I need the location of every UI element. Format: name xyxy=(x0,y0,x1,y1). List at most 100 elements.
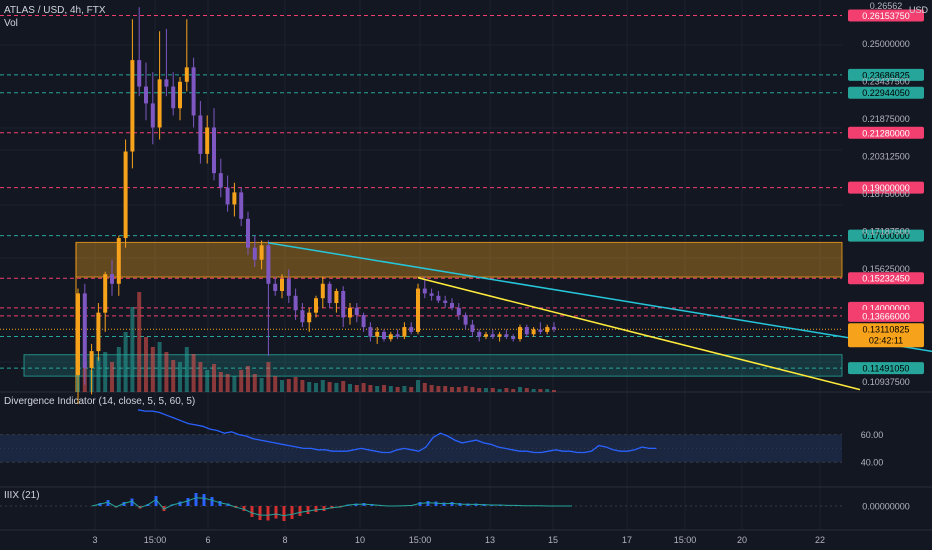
divergence-panel xyxy=(0,409,842,463)
iiix-bar-27 xyxy=(306,506,310,514)
iiix-bar-28 xyxy=(314,506,318,512)
candle-body-0 xyxy=(76,293,80,376)
candle-body-11 xyxy=(150,103,155,128)
volume-bar-35 xyxy=(314,383,318,392)
volume-bar-50 xyxy=(416,380,420,392)
volume-bar-15 xyxy=(178,362,182,392)
volume-bar-37 xyxy=(327,382,332,392)
symbol-title[interactable]: ATLAS / USD, 4h, FTX xyxy=(4,5,106,16)
iiix-tick-0: 0.00000000 xyxy=(862,502,910,512)
volume-bar-14 xyxy=(171,360,176,392)
candle-body-32 xyxy=(293,295,298,311)
volume-bar-13 xyxy=(164,352,169,392)
time-tick-7: 15 xyxy=(548,535,558,545)
time-tick-6: 13 xyxy=(485,535,495,545)
iiix-bar-24 xyxy=(282,506,286,521)
candle-body-44 xyxy=(375,331,380,337)
iiix-indicator-label[interactable]: IIIX (21) xyxy=(4,490,40,501)
volume-bar-68 xyxy=(538,389,543,392)
candle-body-20 xyxy=(212,127,216,174)
candle-body-27 xyxy=(259,245,264,260)
volume-bar-5 xyxy=(110,362,114,392)
candle-body-52 xyxy=(429,293,434,296)
time-tick-3: 8 xyxy=(282,535,287,545)
candle-body-58 xyxy=(470,324,475,332)
iiix-bar-4 xyxy=(122,502,126,506)
candle-body-43 xyxy=(368,327,373,337)
level-badge-0 xyxy=(848,9,924,22)
candle-body-4 xyxy=(103,274,108,313)
volume-bar-54 xyxy=(443,386,448,392)
candlesticks xyxy=(76,7,556,405)
volume-bar-17 xyxy=(191,354,196,392)
candle-body-3 xyxy=(96,312,101,352)
volume-bar-10 xyxy=(144,337,148,392)
candle-body-65 xyxy=(518,327,522,340)
volume-bar-9 xyxy=(137,292,142,392)
iiix-line xyxy=(91,497,572,517)
volume-bar-7 xyxy=(123,332,128,392)
candle-body-36 xyxy=(320,283,325,299)
divergence-indicator-label[interactable]: Divergence Indicator (14, close, 5, 5, 6… xyxy=(4,396,196,407)
level-label-0: 0.26153750 xyxy=(862,11,910,21)
volume-bar-27 xyxy=(259,378,264,392)
iiix-bar-45 xyxy=(450,502,454,506)
iiix-bar-20 xyxy=(250,506,254,517)
iiix-bar-19 xyxy=(242,506,246,511)
level-label-4: 0.19000000 xyxy=(862,183,910,193)
volume-bar-25 xyxy=(246,366,250,392)
volume-bar-34 xyxy=(307,382,312,392)
volume-bar-8 xyxy=(130,307,135,392)
candle-body-1 xyxy=(82,293,87,368)
volume-bar-52 xyxy=(429,385,434,392)
iiix-bar-2 xyxy=(106,500,110,506)
volume-bar-11 xyxy=(150,347,155,392)
volume-bar-40 xyxy=(348,384,352,392)
candle-body-50 xyxy=(416,288,420,332)
candle-body-69 xyxy=(545,327,550,332)
volume-bar-43 xyxy=(368,385,373,392)
iiix-bar-22 xyxy=(266,506,270,521)
time-axis[interactable]: 3 15:00 6 8 10 15:00 13 15 17 15:00 20 22 xyxy=(92,535,825,545)
iiix-bar-25 xyxy=(290,506,294,519)
volume-bar-31 xyxy=(286,379,291,392)
candle-body-67 xyxy=(531,329,536,335)
volume-bar-57 xyxy=(463,386,468,392)
candle-body-46 xyxy=(388,334,393,340)
candle-body-9 xyxy=(137,60,142,87)
candle-body-39 xyxy=(341,290,346,318)
price-axis[interactable]: 0.26153750 0.23686825 0.22944050 0.21280000… xyxy=(848,1,924,512)
volume-bar-70 xyxy=(552,390,556,392)
candle-body-68 xyxy=(538,329,543,332)
price-tick-4: 0.10937500 xyxy=(862,377,910,387)
resistance-zone xyxy=(75,241,843,278)
candle-body-12 xyxy=(157,79,162,128)
volume-bar-38 xyxy=(334,383,339,392)
volume-bar-62 xyxy=(497,389,502,392)
level-label-10: 0.11491050 xyxy=(863,364,910,374)
volume-bar-63 xyxy=(504,388,509,392)
candle-body-15 xyxy=(178,81,182,109)
volume-bar-16 xyxy=(184,347,189,392)
divergence-tick-0: 60.00 xyxy=(861,430,884,440)
iiix-bar-29 xyxy=(322,506,326,511)
divergence-line xyxy=(137,409,657,454)
volume-bar-23 xyxy=(232,376,237,392)
candle-body-55 xyxy=(450,303,454,308)
volume-bar-28 xyxy=(266,362,271,392)
time-tick-5: 15:00 xyxy=(409,535,432,545)
price-tick-partial-1: 0.23437500 xyxy=(862,76,910,86)
price-zones xyxy=(23,241,843,392)
volume-bar-44 xyxy=(375,386,380,392)
countdown-label: 02:42:11 xyxy=(869,336,903,346)
candle-body-62 xyxy=(497,334,502,337)
price-tick-1: 0.21875000 xyxy=(862,114,910,124)
iiix-bar-42 xyxy=(426,501,430,506)
candle-body-23 xyxy=(232,192,237,205)
iiix-panel xyxy=(0,493,842,521)
candle-body-60 xyxy=(484,334,488,337)
volume-bar-46 xyxy=(388,386,393,392)
volume-bar-47 xyxy=(395,387,400,392)
candle-body-66 xyxy=(524,327,529,335)
